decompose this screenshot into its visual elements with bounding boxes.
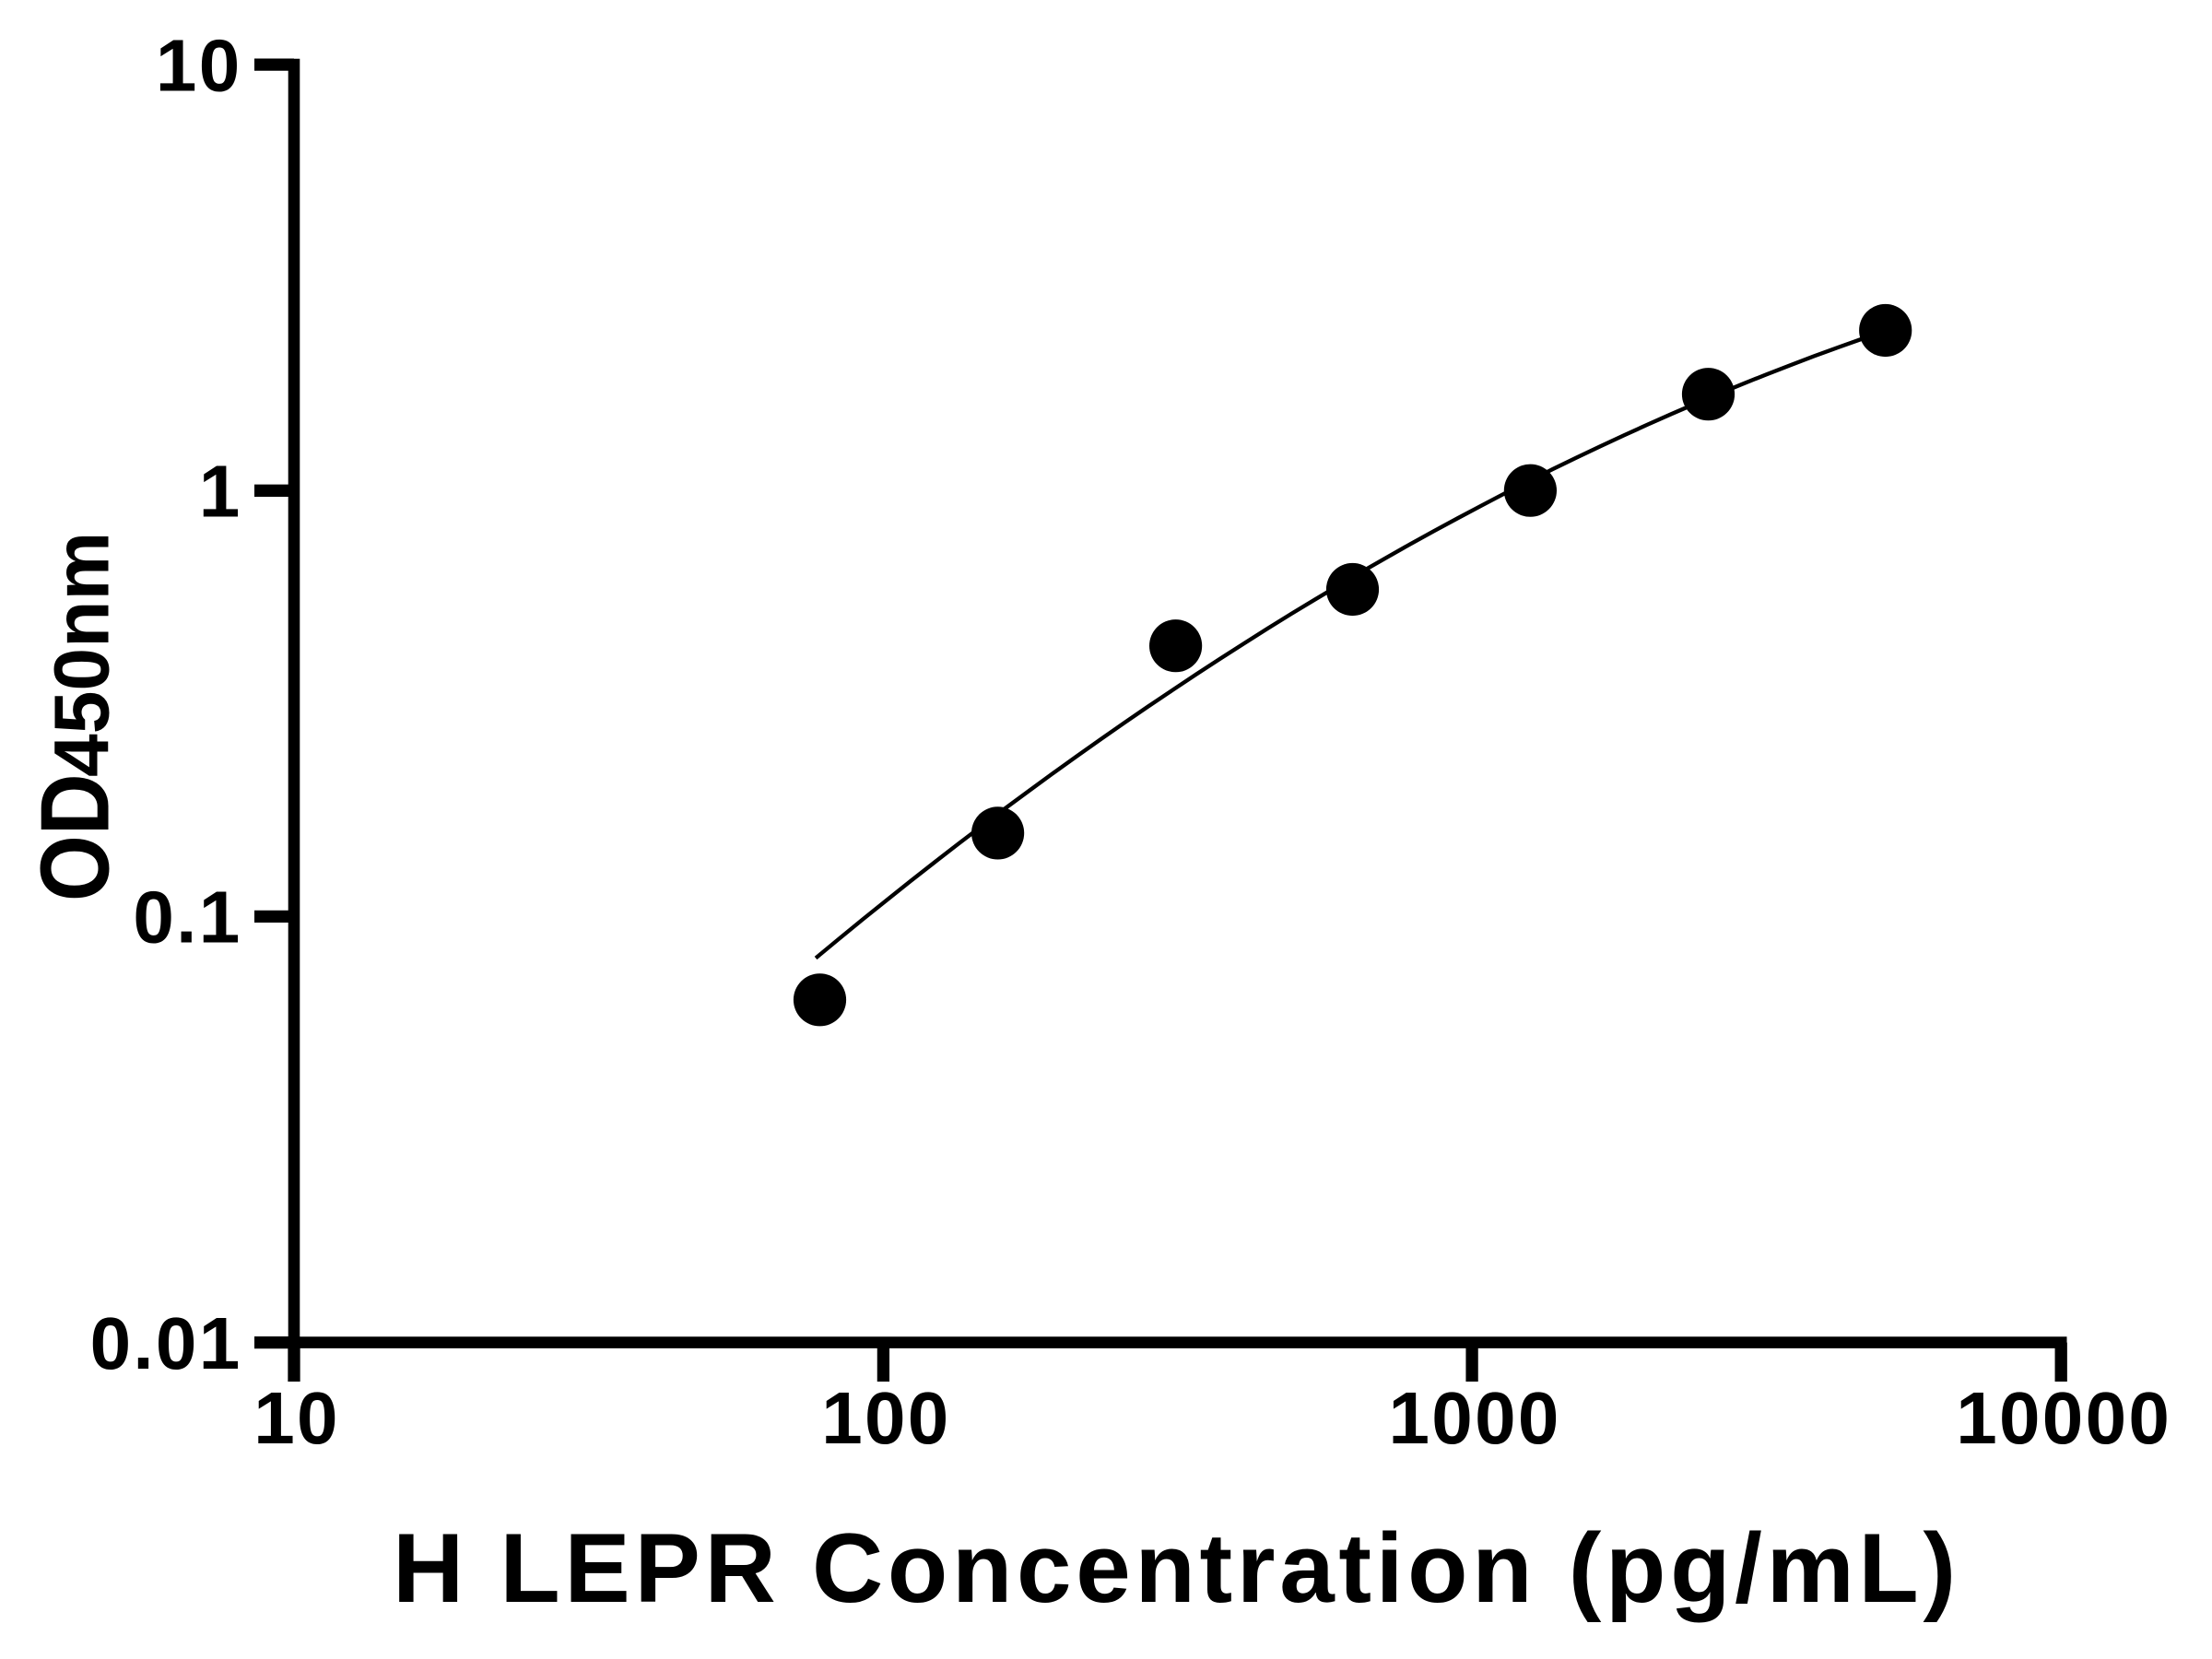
svg-text:450nm: 450nm bbox=[39, 532, 125, 777]
svg-text:1000: 1000 bbox=[1389, 1377, 1561, 1459]
svg-text:1: 1 bbox=[199, 451, 242, 533]
svg-text:10: 10 bbox=[156, 24, 242, 106]
svg-text:10000: 10000 bbox=[1956, 1377, 2171, 1459]
svg-text:OD: OD bbox=[21, 773, 130, 901]
svg-text:100: 100 bbox=[821, 1377, 950, 1459]
svg-text:10: 10 bbox=[253, 1377, 340, 1459]
svg-text:0.01: 0.01 bbox=[90, 1302, 242, 1384]
svg-text:0.1: 0.1 bbox=[133, 877, 241, 959]
svg-text:H LEPR Concentration (pg/mL): H LEPR Concentration (pg/mL) bbox=[393, 1512, 1960, 1623]
